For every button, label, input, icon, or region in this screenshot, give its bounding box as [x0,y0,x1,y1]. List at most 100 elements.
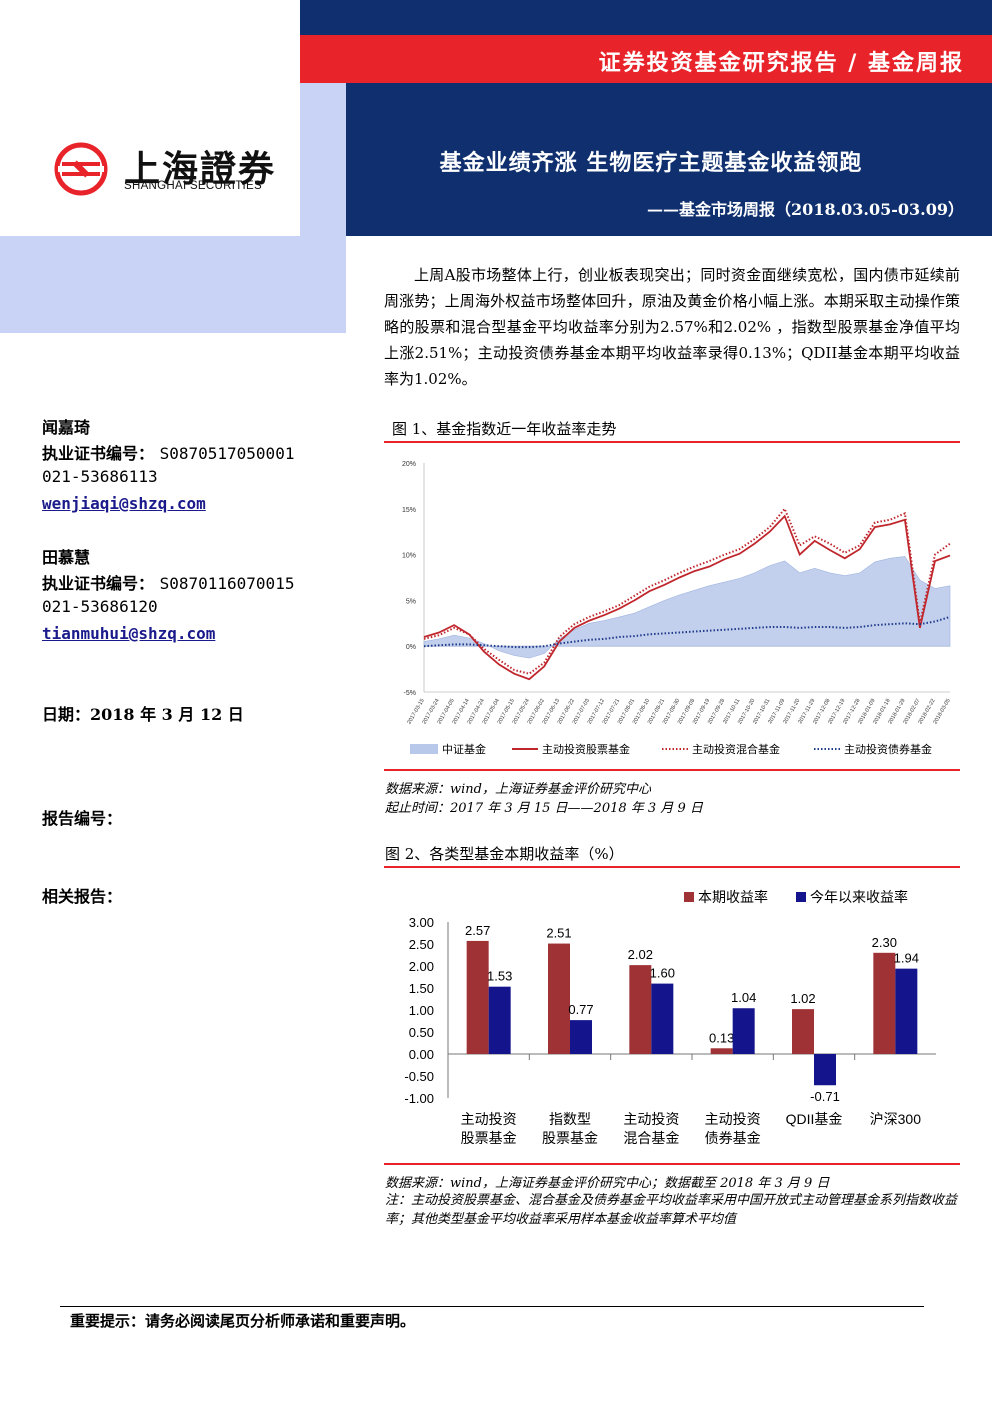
y-tick-label: 15% [402,507,416,514]
legend-label: 今年以来收益率 [810,889,908,905]
bar-今年以来收益率 [570,1020,592,1054]
analyst-1-cert-label: 执业证书编号： [42,444,155,463]
shanghai-securities-logo-icon [54,142,108,196]
legend-swatch-中证基金 [410,744,438,754]
figure-1-period: 起止时间：2017 年 3 月 15 日——2018 年 3 月 9 日 [385,801,703,816]
x-category-label: 股票基金 [461,1130,517,1146]
data-label: -0.71 [810,1089,840,1104]
data-label: 2.02 [628,947,653,962]
analyst-2-phone: 021-53686120 [42,597,158,616]
y-tick-label: -5% [404,690,416,697]
bar-今年以来收益率 [732,1008,755,1054]
analyst-2-email[interactable]: tianmuhui@shzq.com [42,624,216,643]
report-date: 日期：2018 年 3 月 12 日 [42,705,244,724]
figure-1-top-rule [384,441,960,443]
bar-今年以来收益率 [814,1054,836,1086]
series-line-主动投资股票基金 [423,514,951,681]
header-banner-red: 证券投资基金研究报告 / 基金周报 [300,35,992,83]
figure-2-bar-chart: 3.00 2.50 2.00 1.50 1.00 0.50 0.00 -0.50 -1.00 2.… [404,889,936,1146]
x-category-label: 主动投资 [705,1111,761,1127]
bar-本期收益率 [629,965,652,1054]
x-category-label: 主动投资 [461,1111,517,1127]
data-label: 0.77 [568,1002,593,1017]
x-category-label: 混合基金 [623,1130,679,1146]
bar-今年以来收益率 [651,983,674,1054]
analyst-1-email[interactable]: wenjiaqi@shzq.com [42,494,206,513]
data-label: 1.60 [650,966,675,981]
figure-1-title: 图 1、基金指数近一年收益率走势 [392,420,617,438]
data-label: 2.57 [465,923,490,938]
logo-chinese: 上海證券 [124,148,277,190]
footer-notice: 重要提示：请务必阅读尾页分析师承诺和重要声明。 [70,1312,416,1330]
y-tick-label: 3.00 [409,915,434,930]
series-area-中证基金 [423,556,951,659]
analyst-2-cert-number: S0870116070015 [159,574,295,593]
x-category-label: 债券基金 [705,1130,761,1146]
figure-2-title: 图 2、各类型基金本期收益率（%） [385,845,624,863]
bar-本期收益率 [548,943,570,1054]
figure-2-bottom-rule [384,1163,960,1165]
logo-english: SHANGHAI SECURITIES [124,180,262,192]
y-tick-label: 5% [406,598,416,605]
bar-本期收益率 [710,1048,733,1054]
data-label: 1.53 [487,969,512,984]
x-category-label: 股票基金 [542,1130,598,1146]
data-label: 1.04 [731,990,756,1005]
series-line-主动投资债券基金 [423,615,951,649]
report-title: 基金业绩齐涨 生物医疗主题基金收益领跑 [439,150,863,176]
analyst-1-cert: 执业证书编号： S0870517050001 [42,440,294,464]
data-label: 2.51 [546,926,571,941]
analyst-2-cert-label: 执业证书编号： [42,574,155,593]
legend-label: 主动投资混合基金 [692,742,780,756]
analyst-1-cert-number: S0870517050001 [159,444,295,463]
report-category: 证券投资基金研究报告 / 基金周报 [598,50,964,76]
y-tick-label: 0.00 [409,1047,434,1062]
summary-paragraph: 上周A股市场整体上行，创业板表现突出；同时资金面继续宽松，国内债市延续前周涨势；… [384,266,960,388]
report-number-label: 报告编号： [42,809,123,828]
x-category-label: QDII基金 [786,1111,843,1127]
x-category-label: 沪深300 [870,1111,922,1127]
series-line-主动投资混合基金 [423,506,951,675]
legend-label: 中证基金 [442,742,486,756]
figure-2-source: 数据来源：wind，上海证券基金评价研究中心；数据截至 2018 年 3 月 9… [385,1176,830,1191]
y-tick-label: 2.00 [409,959,434,974]
figure-1-line-chart: 20%15%10%5%0%-5%2017-03-152017-03-242017… [402,461,952,756]
legend-swatch-本期收益率 [684,892,694,902]
y-tick-label: 20% [402,461,416,468]
data-label: 1.94 [894,951,919,966]
analyst-2-cert: 执业证书编号： S0870116070015 [42,570,294,594]
figure-2-note: 注：主动投资股票基金、混合基金及债券基金平均收益率采用中国开放式主动管理基金系列… [385,1193,958,1227]
analyst-1-phone: 021-53686113 [42,467,158,486]
y-tick-label: 0.50 [409,1025,434,1040]
data-label: 2.30 [872,935,897,950]
analyst-1-name: 闻嘉琦 [42,418,91,437]
bar-本期收益率 [873,952,896,1054]
footer-rule [60,1306,924,1307]
y-tick-label: 1.50 [409,981,434,996]
y-tick-label: -0.50 [404,1069,434,1084]
figure-1-source: 数据来源：wind，上海证券基金评价研究中心 [385,782,651,797]
logo-area [0,83,300,236]
bar-本期收益率 [466,940,489,1054]
x-category-label: 指数型 [549,1111,591,1127]
y-tick-label: 1.00 [409,1003,434,1018]
figure-2-top-rule [384,866,960,868]
bar-今年以来收益率 [488,986,511,1054]
analyst-2-name: 田慕慧 [42,548,91,567]
legend-label: 本期收益率 [698,889,768,905]
legend-swatch-今年以来收益率 [796,892,806,902]
bar-本期收益率 [792,1009,814,1054]
data-label: 0.13 [709,1030,734,1045]
bar-今年以来收益率 [895,968,918,1054]
data-label: 1.02 [790,991,815,1006]
legend-label: 主动投资股票基金 [542,742,630,756]
y-tick-label: 2.50 [409,937,434,952]
report-subtitle: ——基金市场周报（2018.03.05-03.09） [647,200,964,219]
figure-1-bottom-rule [384,769,960,771]
y-tick-label: 10% [402,553,416,560]
y-tick-label: 0% [406,644,416,651]
legend-label: 主动投资债券基金 [844,742,932,756]
y-tick-label: -1.00 [404,1091,434,1106]
related-reports-label: 相关报告： [42,887,123,906]
x-category-label: 主动投资 [623,1111,679,1127]
